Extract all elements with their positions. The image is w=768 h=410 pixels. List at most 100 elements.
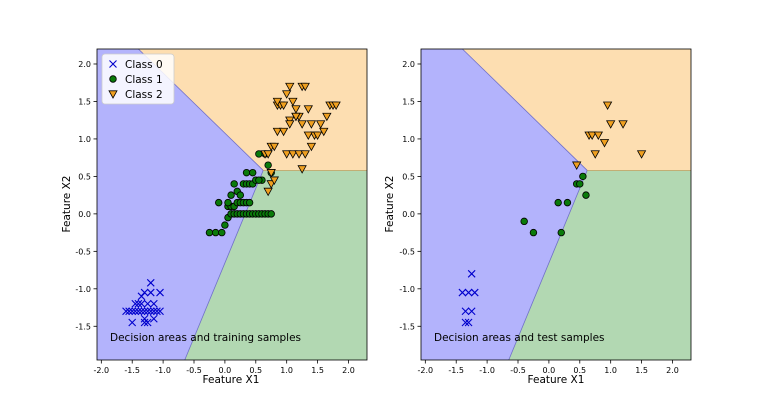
test-x-tick-label: -1.0	[479, 366, 495, 375]
train-class-1-point	[224, 198, 232, 207]
train-class-2-point	[291, 105, 301, 114]
train-class-0-point	[146, 278, 155, 287]
train-class-0-point	[149, 299, 158, 308]
train-class-1-point	[236, 191, 245, 199]
train-class-2-point	[285, 82, 295, 92]
test-x-tick-label: 0.0	[543, 366, 556, 375]
train-class-2-point	[315, 120, 326, 129]
train-x-tick-label: 0.5	[249, 366, 262, 375]
train-region-class-1	[184, 170, 367, 360]
train-class-2-point	[306, 142, 317, 152]
train-class-0-point	[134, 307, 143, 316]
train-class-1-point	[267, 210, 275, 218]
train-x-tick-label: -2.0	[94, 366, 110, 375]
test-annotation: Decision areas and test samples	[434, 332, 605, 344]
test-class-2-point	[636, 150, 647, 159]
train-class-0-point	[128, 318, 137, 327]
train-y-tick-label: 1.0	[78, 135, 91, 144]
test-class-1-point	[520, 217, 528, 226]
test-class-1-point	[554, 198, 562, 207]
test-region-class-1	[508, 170, 691, 360]
train-class-0-point	[131, 299, 140, 308]
test-y-tick-label: -0.5	[399, 247, 415, 256]
train-class-0-point	[149, 314, 158, 323]
train-y-tick-label: 0.5	[78, 172, 91, 181]
train-class-2-point	[297, 165, 307, 174]
train-class-2-point	[266, 169, 276, 178]
test-class-2-point	[605, 120, 616, 129]
train-class-0-point	[146, 288, 155, 297]
train-class-2-point	[263, 187, 273, 197]
train-class-2-point	[331, 101, 341, 111]
test-region-class-2	[462, 49, 691, 171]
train-class-2-point	[300, 82, 310, 92]
train-class-1-point	[248, 168, 257, 177]
test-class-1-point	[582, 191, 590, 199]
test-class-0-point	[458, 288, 467, 297]
train-class-0-point	[140, 288, 149, 297]
train-class-1-point	[255, 176, 263, 184]
train-x-tick-label: 1.5	[311, 366, 324, 375]
train-class-2-point	[300, 150, 310, 159]
test-class-0-point	[470, 288, 479, 297]
train-y-axis-label: Feature X2	[61, 176, 73, 233]
test-class-2-point	[618, 120, 628, 129]
train-class-0-point	[140, 307, 149, 316]
train-class-1-point	[218, 228, 226, 237]
test-y-tick-label: 1.0	[402, 135, 415, 144]
test-y-tick-label: -1.5	[399, 322, 415, 331]
test-class-1-point	[557, 228, 565, 237]
test-class-0-point	[467, 307, 476, 316]
train-y-tick-label: -0.5	[75, 247, 91, 256]
train-class-2-point	[303, 131, 313, 141]
train-class-2-point	[281, 90, 292, 99]
train-class-0-point	[137, 307, 146, 316]
train-x-tick-label: -1.5	[124, 366, 140, 375]
train-class-1-point	[215, 198, 223, 207]
train-class-1-point	[221, 221, 229, 229]
train-class-2-point	[319, 127, 329, 137]
test-class-0-point	[464, 318, 473, 327]
test-class-1-point	[529, 228, 538, 237]
train-class-2-point	[263, 150, 273, 159]
test-axes-frame	[420, 48, 692, 361]
legend-marker-class-1	[109, 75, 117, 83]
test-region-class-0	[421, 49, 588, 360]
test-class-0-point	[461, 318, 470, 327]
train-x-tick-label: 2.0	[342, 366, 355, 375]
legend-marker-class-2	[108, 90, 118, 99]
train-class-1-point	[211, 228, 220, 237]
train-class-2-point	[278, 127, 289, 137]
train-y-tick-label: 1.5	[78, 97, 91, 106]
train-class-0-point	[143, 318, 152, 327]
train-class-2-point	[294, 150, 304, 159]
test-x-tick-label: 2.0	[666, 366, 679, 375]
train-class-2-point	[278, 101, 289, 111]
train-class-2-point	[288, 97, 298, 107]
train-class-0-point	[128, 307, 137, 316]
train-x-tick-label: -0.5	[186, 366, 202, 375]
train-class-1-point	[230, 180, 238, 188]
test-y-tick-label: -1.0	[399, 285, 415, 294]
test-class-1-point	[579, 172, 587, 181]
legend-label-class-2: Class 2	[125, 89, 163, 101]
train-class-2-point	[306, 120, 317, 129]
train-subplot: Decision areas and training samples Feat…	[61, 48, 368, 386]
test-y-axis-label: Feature X2	[384, 176, 396, 233]
train-annotation: Decision areas and training samples	[110, 332, 301, 344]
test-class-0-point	[461, 307, 470, 316]
train-class-0-point	[134, 299, 143, 308]
train-region-class-0	[97, 49, 264, 360]
train-class-2-point	[322, 112, 332, 122]
train-class-0-point	[131, 307, 140, 316]
train-x-axis-label: Feature X1	[203, 374, 260, 386]
train-class-2-point	[272, 127, 283, 137]
train-y-tick-label: -1.5	[75, 322, 91, 331]
legend-label-class-0: Class 0	[125, 59, 163, 71]
test-class-0-point	[467, 269, 476, 278]
train-class-2-point	[303, 105, 313, 114]
train-class-0-point	[153, 307, 161, 316]
train-y-tick-label: 2.0	[78, 60, 91, 69]
train-y-tick-label: 0.0	[78, 210, 91, 219]
train-class-0-point	[143, 307, 152, 316]
